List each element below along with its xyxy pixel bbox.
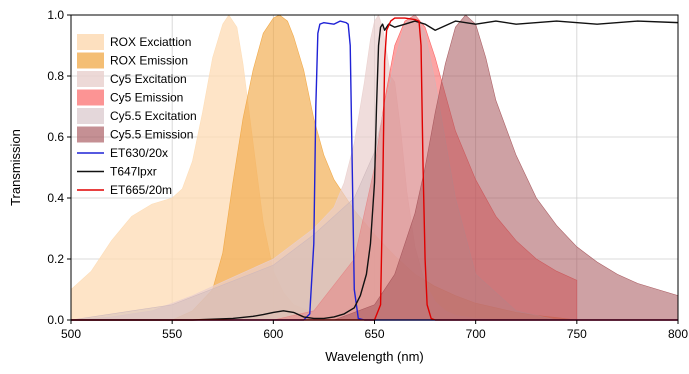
x-tick-label-4: 700: [466, 327, 486, 341]
legend-label: ROX Exciattion: [110, 35, 191, 49]
legend-label: Cy5 Excitation: [110, 72, 187, 86]
legend-item-rox-emission: ROX Emission: [77, 53, 188, 69]
y-tick-label-1: 0.2: [47, 252, 64, 266]
legend-item-rox-exciattion: ROX Exciattion: [77, 34, 191, 50]
legend-swatch: [77, 90, 104, 106]
legend-item-cy5-5-emission: Cy5.5 Emission: [77, 127, 193, 143]
x-tick-label-0: 500: [61, 327, 81, 341]
y-tick-label-2: 0.4: [47, 191, 64, 205]
y-tick-label-4: 0.8: [47, 69, 64, 83]
legend-swatch: [77, 53, 104, 69]
y-tick-label-0: 0.0: [47, 313, 64, 327]
x-tick-label-6: 800: [668, 327, 688, 341]
x-axis-label: Wavelength (nm): [325, 349, 424, 364]
legend-label: ET665/20m: [110, 183, 172, 197]
legend-label: ROX Emission: [110, 54, 188, 68]
legend-swatch: [77, 71, 104, 87]
legend-item-cy5-excitation: Cy5 Excitation: [77, 71, 187, 87]
legend-label: T647lpxr: [110, 165, 157, 179]
x-tick-label-5: 750: [567, 327, 587, 341]
legend-swatch: [77, 34, 104, 50]
legend-label: Cy5.5 Excitation: [110, 109, 197, 123]
legend-label: Cy5 Emission: [110, 91, 183, 105]
x-tick-label-2: 600: [263, 327, 283, 341]
legend-item-cy5-5-excitation: Cy5.5 Excitation: [77, 108, 197, 124]
legend-label: Cy5.5 Emission: [110, 128, 193, 142]
legend-item-cy5-emission: Cy5 Emission: [77, 90, 183, 106]
y-axis-label: Transmission: [8, 129, 23, 206]
x-tick-label-1: 550: [162, 327, 182, 341]
x-tick-label-3: 650: [364, 327, 384, 341]
legend-swatch: [77, 108, 104, 124]
y-tick-label-5: 1.0: [47, 8, 64, 22]
legend-label: ET630/20x: [110, 146, 168, 160]
y-tick-label-3: 0.6: [47, 130, 64, 144]
legend-swatch: [77, 127, 104, 143]
